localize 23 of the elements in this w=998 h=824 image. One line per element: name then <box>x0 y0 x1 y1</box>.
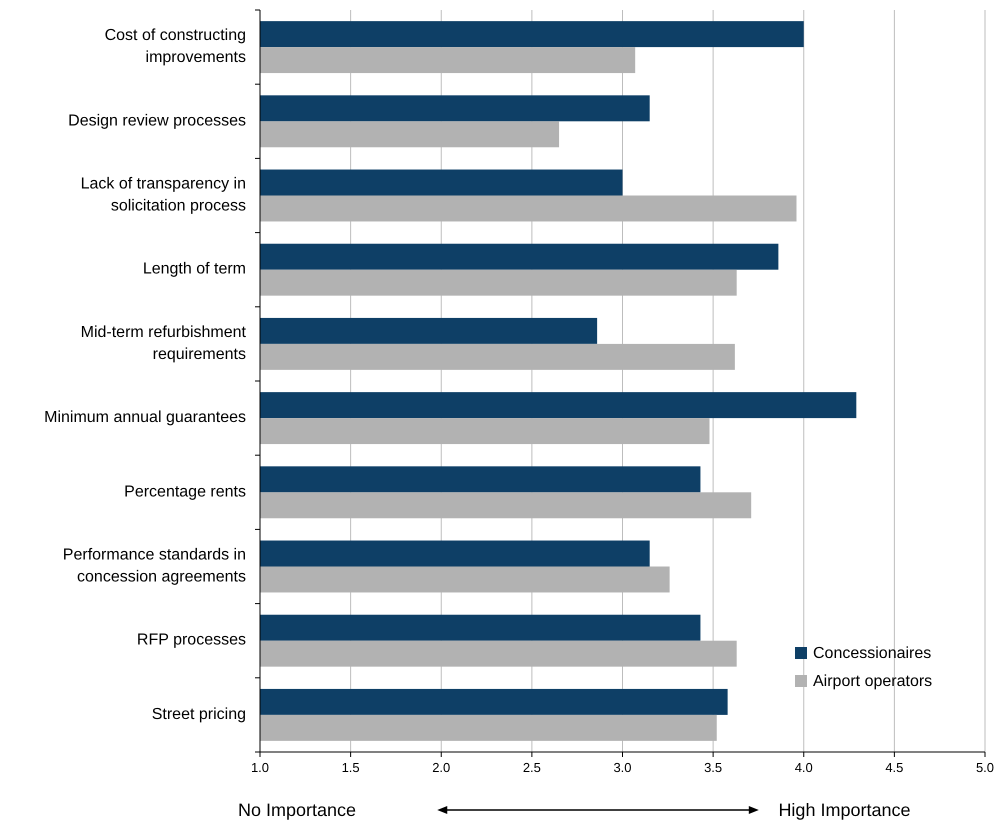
y-tick-label: Street pricing <box>152 706 246 724</box>
y-tick-label: Performance standards in concession agreements <box>62 546 246 586</box>
y-tick-label: Length of term <box>142 260 246 278</box>
y-tick-label: Design review processes <box>68 112 246 130</box>
y-tick-label: Cost of constructing improvements <box>104 27 246 66</box>
x-tick-label: 3.0 <box>613 760 632 775</box>
y-tick-label: Percentage rents <box>124 484 246 501</box>
x-tick-label: 4.5 <box>885 760 904 775</box>
x-tick-label: 2.0 <box>432 760 450 775</box>
x-tick-label: 2.5 <box>522 760 541 775</box>
y-tick-label: Minimum annual guarantees <box>44 409 246 426</box>
y-tick-label: Lack of transparency in solicitation process <box>80 176 246 215</box>
x-tick-label: 4.0 <box>794 760 813 775</box>
legend-label: Concessionaires <box>813 645 932 662</box>
legend-label: Airport operators <box>813 673 932 690</box>
y-tick-label: RFP processes <box>136 632 246 649</box>
text: No Importance <box>238 800 356 820</box>
text: High Importance <box>778 800 911 820</box>
x-tick-label: 1.0 <box>250 760 270 775</box>
x-tick-label: 5.0 <box>976 760 994 775</box>
x-tick-label: 1.5 <box>342 760 360 775</box>
x-tick-label: 3.5 <box>704 760 722 775</box>
y-tick-label: Mid-term refurbishment requirements <box>80 324 247 364</box>
